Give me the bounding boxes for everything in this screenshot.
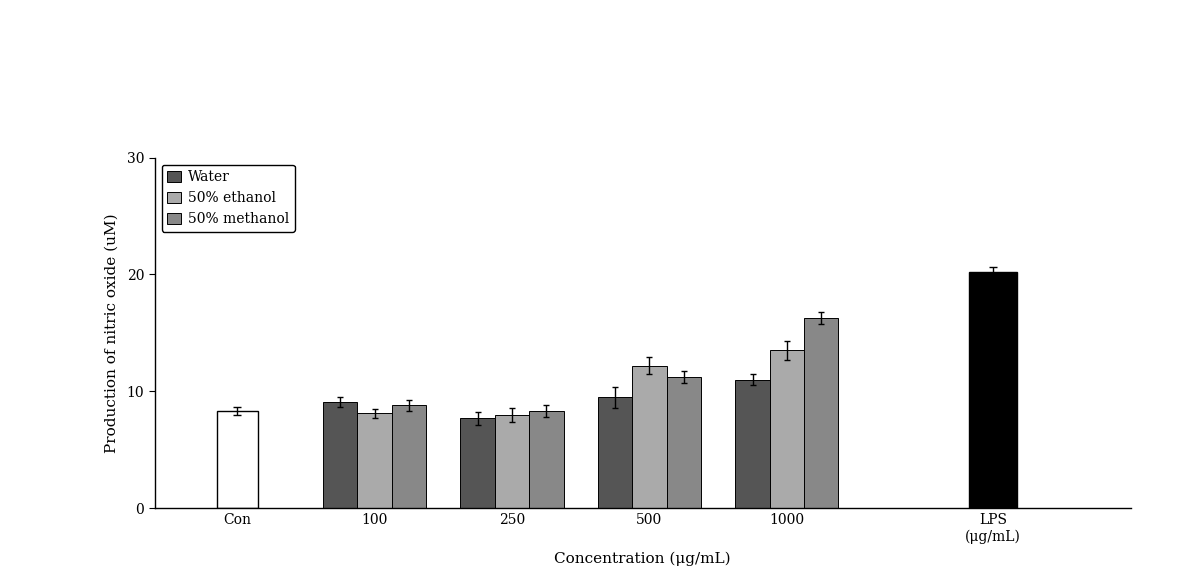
Bar xyxy=(735,380,770,508)
Y-axis label: Production of nitric oxide (uM): Production of nitric oxide (uM) xyxy=(105,213,118,453)
Bar xyxy=(632,366,666,508)
X-axis label: Concentration (μg/mL): Concentration (μg/mL) xyxy=(555,552,731,566)
Legend: Water, 50% ethanol, 50% methanol: Water, 50% ethanol, 50% methanol xyxy=(162,165,295,232)
Bar xyxy=(392,405,426,508)
Bar xyxy=(969,272,1017,508)
Bar xyxy=(217,411,258,508)
Bar xyxy=(530,411,564,508)
Bar xyxy=(461,418,495,508)
Bar xyxy=(357,413,392,508)
Bar xyxy=(597,397,632,508)
Bar xyxy=(804,318,839,508)
Bar xyxy=(666,377,701,508)
Bar xyxy=(495,415,530,508)
Bar xyxy=(322,402,357,508)
Bar xyxy=(770,350,804,508)
